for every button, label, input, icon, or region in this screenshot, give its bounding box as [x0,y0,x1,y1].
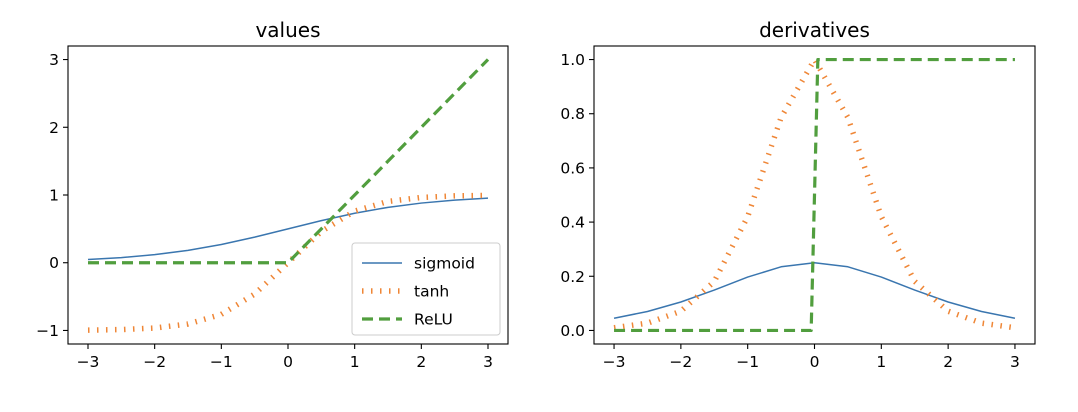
x-tick-label: −1 [210,353,233,371]
x-tick-label: −1 [736,353,759,371]
x-tick-label: −2 [143,353,166,371]
legend: sigmoid tanh ReLU [351,242,501,336]
x-tick-label: 1 [876,353,886,371]
y-tick-label: 0 [49,254,59,272]
x-tick-label: 3 [1010,353,1020,371]
y-tick-label: −1 [36,322,59,340]
legend-label-sigmoid: sigmoid [414,255,475,273]
x-tick-label: −2 [669,353,692,371]
derivatives-panel: derivatives −3 −2 −1 0 1 2 3 0.0 0.2 0.4 0.6 0.8 1.0 [560,18,1036,371]
y-tick-label: 0.2 [560,268,585,286]
x-tick-label: 1 [350,353,360,371]
legend-box [351,242,501,336]
y-tick-label: 0.8 [560,105,585,123]
series-line-sigmoid [613,261,1016,319]
y-tick-label: 0.0 [560,322,585,340]
y-tick-label: 2 [49,119,59,137]
chart-title: values [255,18,320,42]
series-line-sigmoid [87,197,489,261]
x-tick-label: −3 [77,353,100,371]
values-panel: values −3 −2 −1 0 1 2 3 −1 0 1 2 3 sigmoid tanh ReLU [36,18,509,371]
chart-title: derivatives [759,18,870,42]
x-tick-label: −3 [603,353,626,371]
x-tick-label: 0 [810,353,820,371]
y-tick-label: 1.0 [560,51,585,69]
x-tick-label: 2 [416,353,426,371]
plot-area [87,58,490,333]
series-line-relu [88,58,490,265]
y-tick-label: 0.4 [560,214,585,232]
legend-label-tanh: tanh [414,283,449,301]
y-tick-label: 3 [49,51,59,69]
plot-area [613,56,1016,333]
x-tick-label: 0 [283,353,293,371]
x-tick-label: 2 [943,353,953,371]
series-line-relu [614,57,1015,333]
legend-label-relu: ReLU [414,311,453,329]
y-tick-label: 0.6 [560,159,585,177]
x-tick-label: 3 [483,353,493,371]
y-tick-label: 1 [49,187,59,205]
